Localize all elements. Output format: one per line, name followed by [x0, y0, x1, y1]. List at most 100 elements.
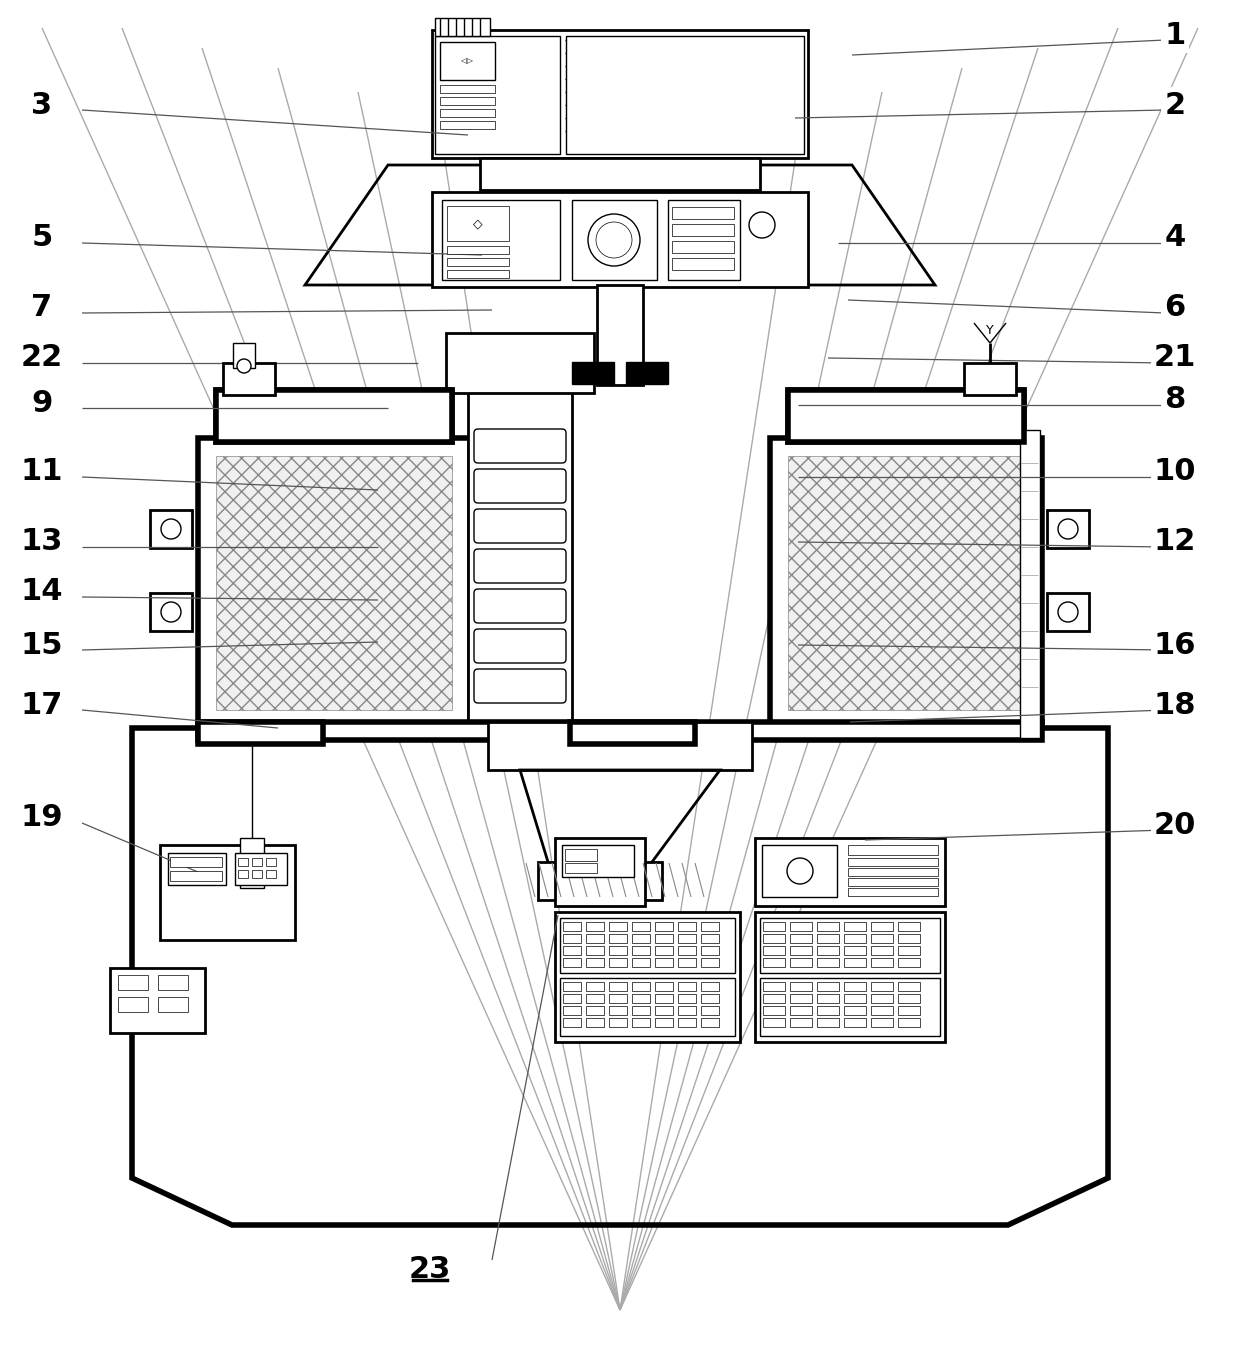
Circle shape	[237, 359, 250, 374]
Circle shape	[588, 214, 640, 266]
Bar	[763, 934, 785, 943]
Bar	[596, 285, 644, 384]
Bar	[848, 867, 937, 876]
Bar	[562, 844, 634, 877]
Bar	[563, 921, 582, 931]
Bar	[609, 921, 627, 931]
Bar	[763, 946, 785, 955]
Text: 13: 13	[21, 527, 63, 557]
Bar	[563, 934, 582, 943]
Bar	[898, 1006, 920, 1014]
Text: 19: 19	[21, 804, 63, 832]
Bar	[609, 1006, 627, 1014]
Bar	[870, 921, 893, 931]
Text: 5: 5	[31, 224, 52, 252]
Bar	[787, 390, 1024, 442]
Bar	[848, 888, 937, 896]
Bar	[446, 258, 508, 266]
Text: 2: 2	[1164, 90, 1185, 120]
Bar	[870, 982, 893, 992]
Bar	[446, 246, 508, 254]
Bar	[440, 97, 495, 105]
Text: 12: 12	[1153, 527, 1197, 557]
Bar	[150, 510, 192, 548]
Bar	[817, 1006, 839, 1014]
Bar	[563, 958, 582, 967]
Text: ◁▷: ◁▷	[460, 57, 474, 66]
Bar	[817, 921, 839, 931]
Bar	[632, 946, 650, 955]
Bar	[118, 975, 148, 990]
Text: 6: 6	[1164, 294, 1185, 322]
Text: 18: 18	[1153, 691, 1197, 719]
Bar	[198, 722, 322, 745]
Text: 8: 8	[1164, 386, 1185, 414]
Bar	[655, 982, 673, 992]
Bar	[446, 333, 594, 393]
FancyBboxPatch shape	[474, 549, 565, 583]
Bar	[572, 200, 657, 281]
Bar	[587, 1018, 604, 1027]
Text: 14: 14	[21, 577, 63, 607]
Bar	[678, 946, 696, 955]
Bar	[170, 857, 222, 867]
Bar	[440, 121, 495, 130]
Bar	[446, 206, 508, 241]
Bar	[655, 921, 673, 931]
Bar	[898, 994, 920, 1004]
FancyBboxPatch shape	[474, 590, 565, 623]
Bar	[223, 363, 275, 395]
Bar	[446, 270, 508, 278]
Bar	[755, 912, 945, 1041]
Bar	[435, 18, 490, 36]
Bar	[432, 30, 808, 158]
Bar	[817, 994, 839, 1004]
Bar	[609, 958, 627, 967]
Bar	[157, 975, 188, 990]
Bar	[760, 978, 940, 1036]
Text: 16: 16	[1153, 630, 1197, 660]
Bar	[844, 921, 866, 931]
Bar	[790, 1018, 812, 1027]
Bar	[655, 994, 673, 1004]
Bar	[755, 838, 945, 907]
Bar	[489, 722, 751, 770]
Bar	[870, 934, 893, 943]
Bar	[898, 1018, 920, 1027]
Text: 11: 11	[21, 457, 63, 487]
Text: 4: 4	[1164, 224, 1185, 252]
Bar	[770, 438, 1042, 728]
Bar	[655, 946, 673, 955]
Bar	[560, 919, 735, 973]
Bar	[441, 200, 560, 281]
Bar	[790, 1006, 812, 1014]
FancyBboxPatch shape	[474, 429, 565, 463]
Bar	[898, 946, 920, 955]
Bar	[844, 1006, 866, 1014]
Bar	[701, 934, 719, 943]
Bar	[763, 1018, 785, 1027]
Bar	[898, 921, 920, 931]
Bar	[844, 982, 866, 992]
Text: 21: 21	[1153, 344, 1197, 372]
Bar	[587, 934, 604, 943]
Bar	[565, 863, 596, 873]
Bar	[563, 982, 582, 992]
Bar	[267, 870, 277, 878]
Bar	[563, 994, 582, 1004]
Bar	[678, 982, 696, 992]
Bar	[556, 912, 740, 1041]
Bar	[632, 982, 650, 992]
Text: 10: 10	[1153, 457, 1197, 487]
Bar	[587, 1006, 604, 1014]
Bar	[817, 958, 839, 967]
Bar	[216, 390, 453, 442]
Bar	[790, 921, 812, 931]
Text: 20: 20	[1153, 811, 1197, 839]
Bar	[870, 994, 893, 1004]
Bar	[587, 946, 604, 955]
Bar	[678, 958, 696, 967]
Bar	[844, 1018, 866, 1027]
Bar	[817, 946, 839, 955]
Bar	[440, 42, 495, 80]
